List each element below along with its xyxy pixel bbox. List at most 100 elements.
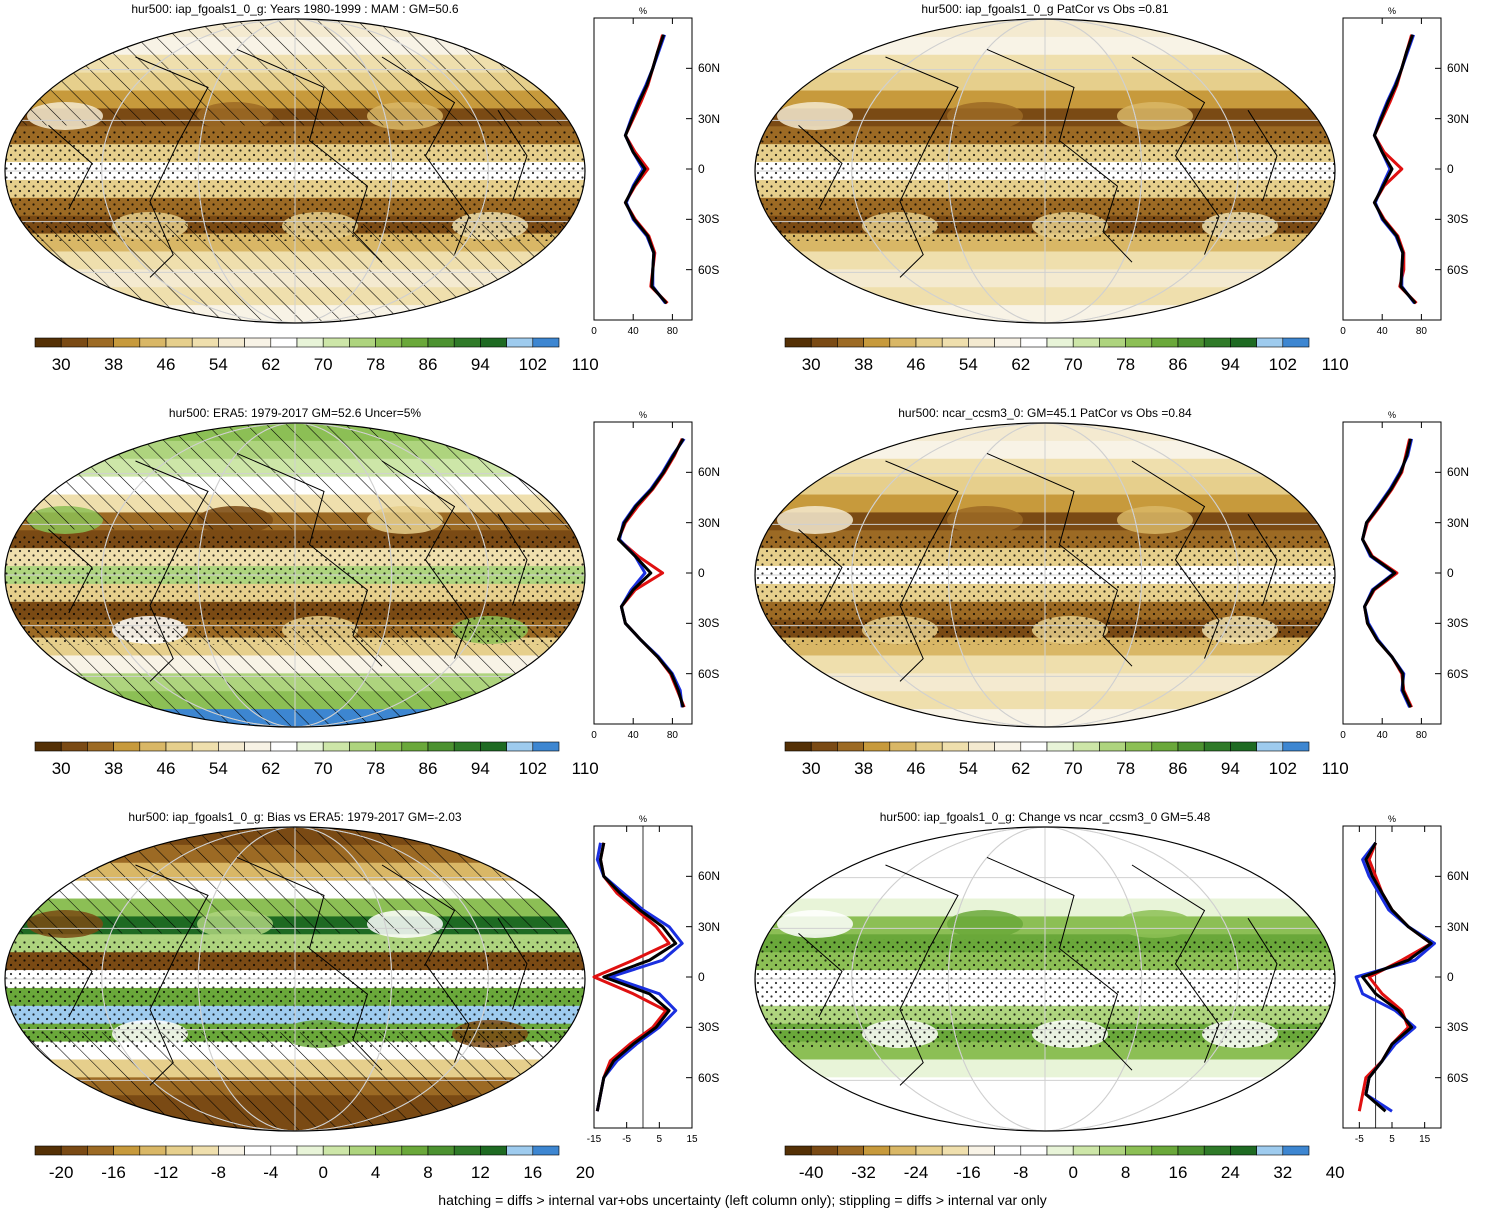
- field-blob: [947, 102, 1023, 130]
- colorbar-swatch: [1099, 1145, 1126, 1156]
- colorbar-swatch: [453, 741, 481, 752]
- colorbar-swatch: [87, 741, 114, 752]
- coastline: [497, 109, 528, 202]
- colorbar-label: 46: [906, 759, 926, 778]
- colorbar-swatch: [296, 337, 324, 348]
- colorbar-swatch: [113, 1145, 141, 1156]
- map-panel-2: [754, 18, 1336, 324]
- colorbar-swatch: [375, 337, 403, 348]
- field-blob: [947, 910, 1023, 938]
- graticule-meridian: [851, 19, 1239, 323]
- colorbar-label: 110: [1321, 355, 1349, 374]
- colorbar-swatch: [889, 741, 917, 752]
- graticule-meridian: [947, 423, 1143, 727]
- panel-title-2: hur500: iap_fgoals1_0_g PatCor vs Obs =0…: [921, 2, 1169, 16]
- colorbar-swatch: [1125, 741, 1153, 752]
- lat-tick-label: 30S: [698, 1020, 720, 1035]
- coastline: [986, 452, 1133, 667]
- colorbar-swatch: [506, 741, 534, 752]
- field-blob: [1117, 910, 1193, 938]
- x-tick-label: 0: [1340, 326, 1346, 337]
- graticule-meridian: [101, 827, 489, 1131]
- colorbar-label: 110: [571, 759, 599, 778]
- panel-title-6: hur500: iap_fgoals1_0_g: Change vs ncar_…: [879, 810, 1211, 824]
- colorbar-swatch: [1020, 337, 1048, 348]
- colorbar-swatch: [427, 741, 455, 752]
- colorbar-swatch: [401, 1145, 429, 1156]
- colorbar-swatch: [1177, 337, 1205, 348]
- colorbar-swatch: [1125, 337, 1153, 348]
- x-tick-label: 40: [627, 326, 639, 337]
- map-panel-3: [4, 422, 586, 728]
- colorbar-label: 0: [318, 1163, 328, 1182]
- x-tick-label: 15: [1419, 1134, 1431, 1145]
- colorbar-swatch: [244, 741, 272, 752]
- x-tick-label: 5: [656, 1134, 663, 1145]
- colorbar-swatch: [1046, 741, 1074, 752]
- colorbar-swatch: [218, 1145, 245, 1156]
- field-blob: [947, 506, 1023, 534]
- lat-tick-label: 60N: [1447, 869, 1470, 884]
- colorbar-label: 16: [1168, 1163, 1188, 1182]
- colorbar-swatch: [532, 741, 560, 752]
- field-blob: [1117, 102, 1193, 130]
- colorbar-swatch: [349, 1145, 376, 1156]
- colorbar-swatch: [941, 337, 969, 348]
- coastline: [135, 56, 209, 278]
- x-tick-label: 80: [1415, 730, 1427, 741]
- map-panel-1: [4, 18, 586, 324]
- colorbar-label: 8: [1120, 1163, 1131, 1182]
- colorbar-label: -8: [1013, 1163, 1029, 1182]
- coastline: [48, 529, 93, 614]
- colorbar-label: 54: [208, 759, 228, 778]
- coastline: [1247, 917, 1278, 1010]
- colorbar-label: 102: [518, 759, 547, 778]
- colorbar-swatch: [375, 741, 403, 752]
- lat-tick-label: 60N: [1447, 465, 1470, 480]
- colorbar-swatch: [994, 741, 1022, 752]
- colorbar-swatch: [837, 1145, 864, 1156]
- colorbar-label: 86: [418, 355, 438, 374]
- colorbar-label: 94: [1220, 355, 1240, 374]
- x-tick-label: 40: [1376, 730, 1388, 741]
- coastline: [381, 864, 470, 1063]
- profile-unit: %: [638, 410, 647, 420]
- colorbar-swatch: [915, 1145, 943, 1156]
- colorbar-swatch: [837, 337, 864, 348]
- colorbar-label: 16: [523, 1163, 543, 1182]
- colorbar-swatch: [270, 741, 298, 752]
- colorbar-label: 102: [518, 355, 547, 374]
- colorbar-label: 86: [1168, 355, 1188, 374]
- colorbar-swatch: [941, 1145, 969, 1156]
- colorbar-swatch: [1177, 1145, 1205, 1156]
- colorbar-label: -20: [48, 1163, 74, 1182]
- colorbar-swatch: [1282, 741, 1310, 752]
- lat-tick-label: 60N: [1447, 61, 1470, 76]
- colorbar-label: 30: [51, 355, 71, 374]
- colorbar-swatch: [1256, 741, 1284, 752]
- colorbar-label: 46: [156, 355, 176, 374]
- colorbar-swatch: [270, 337, 298, 348]
- x-tick-label: -15: [586, 1134, 602, 1145]
- x-tick-label: 0: [591, 730, 597, 741]
- colorbar-swatch: [1256, 337, 1284, 348]
- lat-tick-label: 0: [698, 566, 705, 580]
- colorbar-swatch: [296, 741, 324, 752]
- coastline: [497, 917, 528, 1010]
- field-blob: [777, 506, 853, 534]
- colorbar-swatch: [863, 337, 891, 348]
- colorbar-label: 12: [470, 1163, 490, 1182]
- lat-tick-label: 0: [698, 970, 705, 984]
- colorbar-swatch: [915, 337, 943, 348]
- colorbar-swatch: [113, 337, 141, 348]
- coastline: [236, 856, 383, 1071]
- colorbar-swatch: [968, 741, 995, 752]
- colorbar-swatch: [244, 1145, 272, 1156]
- colorbar-swatch: [784, 1145, 812, 1156]
- colorbar-swatch: [1125, 1145, 1153, 1156]
- colorbar-swatch: [453, 1145, 481, 1156]
- colorbar-swatch: [165, 337, 193, 348]
- coastline: [497, 513, 528, 606]
- lat-tick-label: 30N: [1447, 515, 1470, 530]
- colorbar-swatch: [506, 1145, 534, 1156]
